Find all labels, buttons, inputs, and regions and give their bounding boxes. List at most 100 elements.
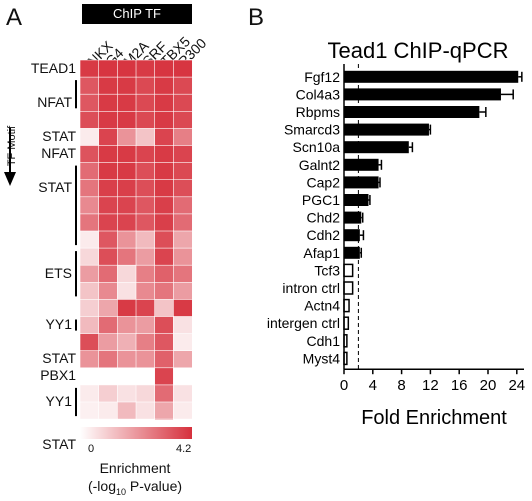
heatmap-cell xyxy=(173,281,193,300)
heatmap-cell xyxy=(98,247,118,266)
bar xyxy=(344,106,480,118)
heatmap-cell xyxy=(154,59,174,78)
legend-title: Enrichment (-log10 P-value) xyxy=(60,459,210,501)
heatmap-cell xyxy=(173,247,193,266)
heatmap-cell xyxy=(79,196,100,215)
heatmap-cell xyxy=(173,145,193,164)
heatmap-cell xyxy=(79,401,100,420)
heatmap-cell xyxy=(173,213,193,232)
heatmap-cell xyxy=(154,111,174,130)
heatmap-cell xyxy=(154,264,174,283)
legend-line-1: Enrichment xyxy=(99,460,171,476)
heatmap-cell xyxy=(117,196,137,215)
heatmap-cell xyxy=(135,333,156,352)
heatmap xyxy=(75,59,193,420)
heatmap-cell xyxy=(79,111,100,130)
heatmap-cell xyxy=(117,384,137,403)
motif-label: PBX1 xyxy=(40,367,76,384)
category-label: Tcf3 xyxy=(314,262,340,278)
heatmap-cell xyxy=(154,350,174,369)
heatmap-cell xyxy=(98,128,118,147)
heatmap-cell xyxy=(79,76,100,95)
heatmap-cell xyxy=(98,111,118,130)
motif-labels: TEAD1 NFAT STAT NFAT STAT ETS YY1 STAT PBX1 YY1 ST… xyxy=(0,0,80,452)
heatmap-cell xyxy=(79,333,100,352)
scale-max-label: 4.2 xyxy=(176,443,192,455)
x-tick-label: 0 xyxy=(340,377,348,394)
heatmap-cell xyxy=(117,350,137,369)
color-scale-bar xyxy=(80,427,192,439)
bar xyxy=(344,123,429,136)
heatmap-cell xyxy=(79,281,100,300)
bar xyxy=(344,211,362,224)
heatmap-cell xyxy=(98,145,118,164)
motif-label: STAT xyxy=(38,179,72,196)
category-label: Myst4 xyxy=(303,350,341,366)
heatmap-cell xyxy=(117,418,137,420)
x-axis-label: Fold Enrichment xyxy=(361,407,507,429)
heatmap-cell xyxy=(98,93,118,112)
heatmap-cell xyxy=(154,196,174,215)
heatmap-cell xyxy=(154,213,174,232)
heatmap-cell xyxy=(154,333,174,352)
heatmap-cell xyxy=(154,145,174,164)
heatmap-cell xyxy=(173,93,193,112)
heatmap-cell xyxy=(173,196,193,215)
heatmap-cell xyxy=(173,333,193,352)
heatmap-cell xyxy=(79,179,100,198)
category-label: Rbpms xyxy=(296,104,340,120)
category-label: intron ctrl xyxy=(282,280,340,296)
category-label: Smarcd3 xyxy=(284,122,340,138)
heatmap-cell xyxy=(154,418,174,420)
x-tick-label: 20 xyxy=(480,377,497,394)
heatmap-cell xyxy=(154,367,174,386)
heatmap-cell xyxy=(117,111,137,130)
heatmap-cell xyxy=(154,230,174,249)
heatmap-cell xyxy=(154,384,174,403)
heatmap-cell xyxy=(98,401,118,420)
heatmap-cell xyxy=(135,264,156,283)
heatmap-cell xyxy=(135,316,156,335)
heatmap-cell xyxy=(79,93,100,112)
heatmap-cell xyxy=(135,247,156,266)
heatmap-cell xyxy=(135,230,156,249)
heatmap-cell xyxy=(79,230,100,249)
heatmap-cell xyxy=(135,367,156,386)
bar xyxy=(344,141,409,154)
heatmap-cell xyxy=(117,128,137,147)
heatmap-cell xyxy=(135,196,156,215)
heatmap-cell xyxy=(154,281,174,300)
category-label: Cdh2 xyxy=(307,227,341,243)
heatmap-cell xyxy=(135,384,156,403)
heatmap-cell xyxy=(173,76,193,95)
heatmap-cell xyxy=(173,418,193,420)
heatmap-cell xyxy=(79,264,100,283)
legend-pre: (-log xyxy=(87,478,116,494)
heatmap-cell xyxy=(154,128,174,147)
category-label: Cdh1 xyxy=(307,333,341,349)
heatmap-cell xyxy=(135,128,156,147)
chip-tf-header: ChIP TF xyxy=(82,4,192,24)
bar xyxy=(343,298,350,313)
bar xyxy=(344,70,519,83)
heatmap-cell xyxy=(117,247,137,266)
heatmap-cell xyxy=(154,316,174,335)
heatmap-cell xyxy=(154,179,174,198)
heatmap-cell xyxy=(135,401,156,420)
bar xyxy=(344,88,501,101)
category-label: Cap2 xyxy=(307,174,341,190)
category-label: Afap1 xyxy=(303,245,340,261)
bar xyxy=(344,229,360,242)
motif-label: STAT xyxy=(42,350,76,367)
x-tick-label: 8 xyxy=(397,377,405,394)
heatmap-cell xyxy=(135,145,156,164)
heatmap-cell xyxy=(154,162,174,181)
heatmap-cell xyxy=(173,179,193,198)
heatmap-cell xyxy=(154,76,174,95)
heatmap-cell xyxy=(173,367,193,386)
heatmap-cell xyxy=(98,213,118,232)
heatmap-cell xyxy=(135,281,156,300)
heatmap-cell xyxy=(117,230,137,249)
bar xyxy=(344,176,379,189)
